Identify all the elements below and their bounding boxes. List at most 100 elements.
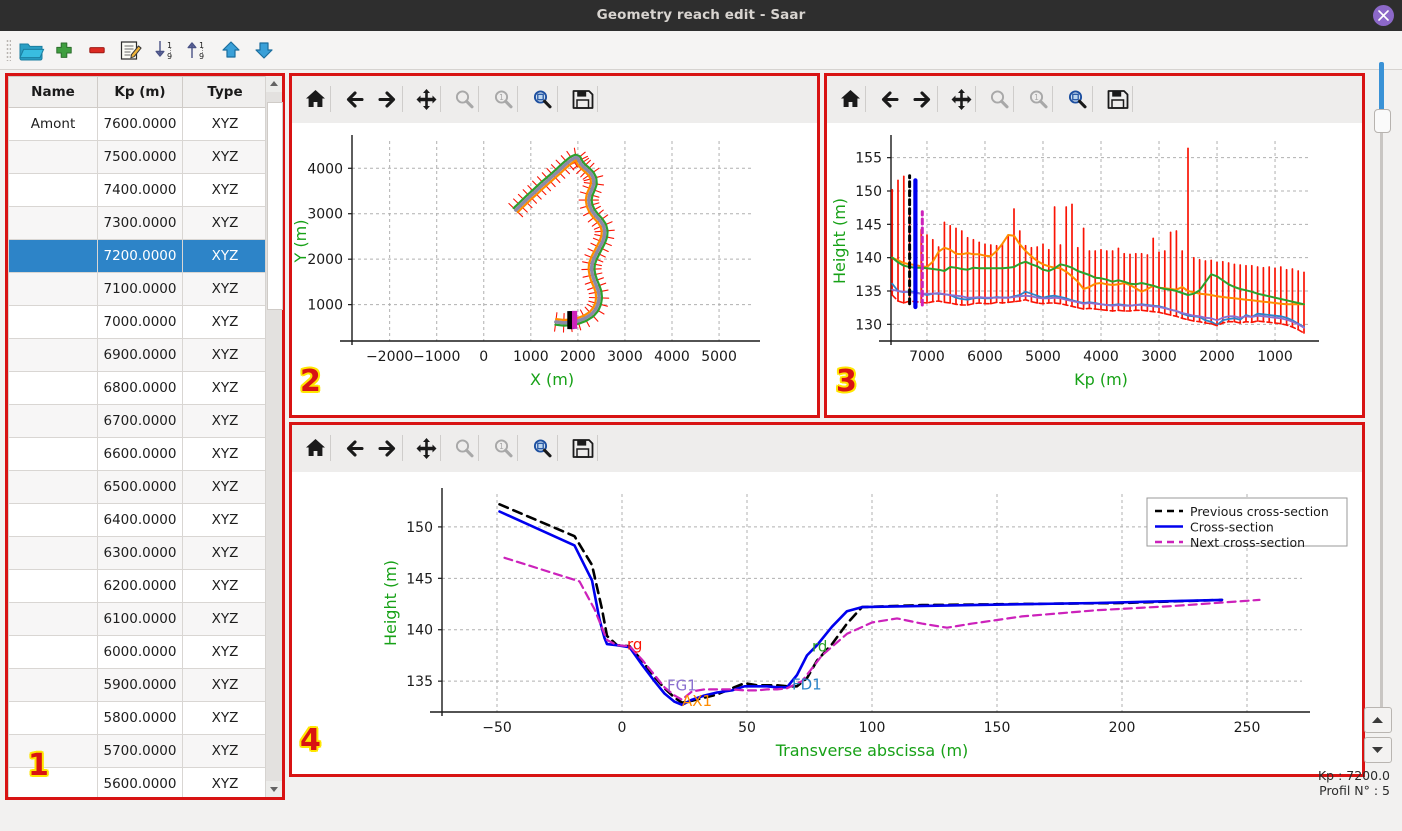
back-button[interactable] (875, 84, 906, 115)
forward-button[interactable] (371, 433, 402, 464)
zoom-rect-button[interactable] (527, 433, 558, 464)
row-type[interactable]: XYZ (182, 767, 268, 797)
row-name[interactable] (8, 569, 98, 603)
table-row[interactable]: 6400.0000 XYZ (8, 503, 268, 537)
row-name[interactable] (8, 470, 98, 504)
row-kp[interactable]: 6800.0000 (97, 371, 183, 405)
row-name[interactable] (8, 701, 98, 735)
row-type[interactable]: XYZ (182, 239, 268, 273)
forward-button[interactable] (906, 84, 937, 115)
row-type[interactable]: XYZ (182, 668, 268, 702)
step-next-profile-button[interactable] (1364, 737, 1392, 763)
table-row[interactable]: 5900.0000 XYZ (8, 668, 268, 702)
row-kp[interactable]: 6300.0000 (97, 536, 183, 570)
home-button[interactable] (300, 433, 331, 464)
add-button[interactable] (49, 35, 79, 65)
row-type[interactable]: XYZ (182, 734, 268, 768)
move-up-button[interactable] (216, 35, 246, 65)
open-folder-button[interactable] (16, 35, 46, 65)
row-name[interactable] (8, 206, 98, 240)
row-kp[interactable]: 7600.0000 (97, 107, 183, 141)
longitudinal-profile-plot[interactable]: 7000 6000 5000 4000 3000 2000 1000 130 135 140 145… (827, 123, 1362, 415)
toolbar-grip[interactable] (6, 39, 11, 61)
table-row[interactable]: 6600.0000 XYZ (8, 437, 268, 471)
row-type[interactable]: XYZ (182, 470, 268, 504)
row-type[interactable]: XYZ (182, 503, 268, 537)
sort-descending-button[interactable]: 1 ⋮ 9 (150, 35, 180, 65)
row-type[interactable]: XYZ (182, 338, 268, 372)
pan-button[interactable] (411, 84, 442, 115)
zoom-rect-button[interactable] (527, 84, 558, 115)
sort-ascending-button[interactable]: 1 ⋮ 9 (182, 35, 212, 65)
column-header-kp[interactable]: Kp (m) (97, 76, 183, 108)
table-row[interactable]: 6100.0000 XYZ (8, 602, 268, 636)
table-row[interactable]: 6700.0000 XYZ (8, 404, 268, 438)
remove-button[interactable] (82, 35, 112, 65)
row-name[interactable] (8, 173, 98, 207)
row-kp[interactable]: 5600.0000 (97, 767, 183, 797)
save-figure-button[interactable] (1102, 84, 1133, 115)
row-name[interactable] (8, 272, 98, 306)
table-row[interactable]: 5700.0000 XYZ (8, 734, 268, 768)
row-type[interactable]: XYZ (182, 602, 268, 636)
row-name[interactable] (8, 767, 98, 797)
row-kp[interactable]: 6500.0000 (97, 470, 183, 504)
row-type[interactable]: XYZ (182, 305, 268, 339)
table-row[interactable]: 7500.0000 XYZ (8, 140, 268, 174)
step-previous-profile-button[interactable] (1364, 707, 1392, 733)
slider-track[interactable] (1380, 62, 1383, 732)
row-type[interactable]: XYZ (182, 272, 268, 306)
table-row[interactable]: 7000.0000 XYZ (8, 305, 268, 339)
cross-section-plot[interactable]: −50 0 50 100 150 200 250 135 140 145 150 Transverse… (292, 472, 1362, 774)
row-kp[interactable]: 6100.0000 (97, 602, 183, 636)
row-type[interactable]: XYZ (182, 701, 268, 735)
row-type[interactable]: XYZ (182, 437, 268, 471)
table-row[interactable]: 6900.0000 XYZ (8, 338, 268, 372)
row-kp[interactable]: 6200.0000 (97, 569, 183, 603)
row-type[interactable]: XYZ (182, 536, 268, 570)
row-type[interactable]: XYZ (182, 569, 268, 603)
table-row[interactable]: 7200.0000 XYZ (8, 239, 268, 273)
table-row[interactable]: 6000.0000 XYZ (8, 635, 268, 669)
row-name[interactable] (8, 404, 98, 438)
row-name[interactable] (8, 371, 98, 405)
forward-button[interactable] (371, 84, 402, 115)
scroll-down-arrow-icon[interactable] (266, 781, 282, 797)
table-row[interactable]: 6300.0000 XYZ (8, 536, 268, 570)
row-type[interactable]: XYZ (182, 140, 268, 174)
row-kp[interactable]: 7300.0000 (97, 206, 183, 240)
close-icon[interactable] (1373, 5, 1394, 26)
row-kp[interactable]: 6000.0000 (97, 635, 183, 669)
row-type[interactable]: XYZ (182, 107, 268, 141)
row-name[interactable] (8, 536, 98, 570)
table-row[interactable]: 7100.0000 XYZ (8, 272, 268, 306)
row-name[interactable] (8, 602, 98, 636)
row-kp[interactable]: 5900.0000 (97, 668, 183, 702)
back-button[interactable] (340, 84, 371, 115)
profile-position-slider[interactable] (1374, 62, 1391, 732)
move-down-button[interactable] (249, 35, 279, 65)
save-figure-button[interactable] (567, 84, 598, 115)
pan-button[interactable] (411, 433, 442, 464)
edit-button[interactable] (115, 35, 145, 65)
slider-knob[interactable] (1374, 109, 1391, 133)
column-header-name[interactable]: Name (8, 76, 98, 108)
row-name[interactable] (8, 239, 98, 273)
row-name[interactable] (8, 635, 98, 669)
row-name[interactable] (8, 437, 98, 471)
row-type[interactable]: XYZ (182, 404, 268, 438)
table-row[interactable]: 5600.0000 XYZ (8, 767, 268, 797)
home-button[interactable] (300, 84, 331, 115)
pan-button[interactable] (946, 84, 977, 115)
row-kp[interactable]: 5700.0000 (97, 734, 183, 768)
row-kp[interactable]: 7000.0000 (97, 305, 183, 339)
column-header-type[interactable]: Type (182, 76, 268, 108)
row-type[interactable]: XYZ (182, 371, 268, 405)
row-name[interactable] (8, 668, 98, 702)
row-kp[interactable]: 6700.0000 (97, 404, 183, 438)
save-figure-button[interactable] (567, 433, 598, 464)
row-kp[interactable]: 6600.0000 (97, 437, 183, 471)
row-type[interactable]: XYZ (182, 635, 268, 669)
row-name[interactable] (8, 140, 98, 174)
table-vertical-scrollbar[interactable] (265, 76, 283, 797)
